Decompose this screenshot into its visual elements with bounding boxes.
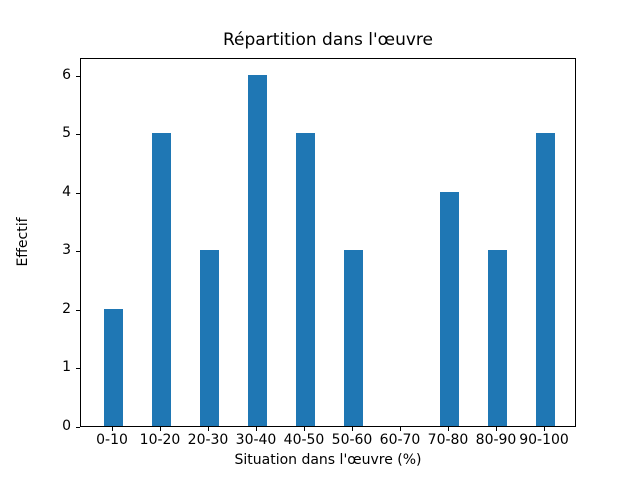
bars-layer	[81, 59, 575, 426]
x-tick-label: 0-10	[96, 432, 128, 448]
x-tick-label: 40-50	[283, 432, 325, 448]
x-tick-mark	[304, 427, 305, 431]
y-tick-mark	[76, 192, 80, 194]
y-tick-label: 0	[62, 418, 71, 434]
x-tick-label: 60-70	[379, 432, 421, 448]
bar-30-40	[247, 74, 267, 426]
x-tick-mark	[112, 427, 113, 431]
x-tick-label: 10-20	[139, 432, 181, 448]
x-tick-mark	[448, 427, 449, 431]
bar-50-60	[343, 250, 363, 426]
y-tick-label: 2	[62, 300, 71, 317]
bar-0-10	[103, 308, 123, 426]
x-tick-mark	[208, 427, 209, 431]
bar-80-90	[487, 250, 507, 426]
x-tick-label: 20-30	[187, 432, 229, 448]
x-tick-mark	[496, 427, 497, 431]
bar-90-100	[535, 133, 555, 426]
x-tick-label: 80-90	[475, 432, 517, 448]
y-axis-label: Effectif	[15, 217, 31, 267]
y-tick-mark	[76, 251, 80, 253]
y-tick-label: 6	[62, 66, 71, 83]
y-tick-mark	[76, 309, 80, 311]
x-tick-label: 50-60	[331, 432, 373, 448]
bar-40-50	[295, 133, 315, 426]
y-tick-mark	[76, 134, 80, 136]
x-tick-mark	[544, 427, 545, 431]
x-tick-label: 30-40	[235, 432, 277, 448]
x-axis-label: Situation dans l'œuvre (%)	[234, 452, 422, 468]
bar-10-20	[151, 133, 171, 426]
y-tick-mark	[76, 75, 80, 77]
y-tick-mark	[76, 368, 80, 370]
y-tick-label: 5	[62, 125, 71, 142]
y-tick-label: 3	[62, 242, 71, 259]
chart-title: Répartition dans l'œuvre	[222, 30, 433, 50]
x-tick-mark	[256, 427, 257, 431]
x-tick-label: 70-80	[427, 432, 469, 448]
x-tick-label: 90-100	[519, 432, 569, 448]
y-tick-mark	[76, 427, 80, 428]
bar-20-30	[199, 250, 219, 426]
x-tick-mark	[352, 427, 353, 431]
bar-70-80	[439, 191, 459, 426]
plot-area	[80, 58, 576, 427]
x-tick-mark	[160, 427, 161, 431]
x-tick-mark	[400, 427, 401, 431]
y-tick-label: 1	[62, 359, 71, 376]
y-tick-label: 4	[62, 183, 71, 200]
